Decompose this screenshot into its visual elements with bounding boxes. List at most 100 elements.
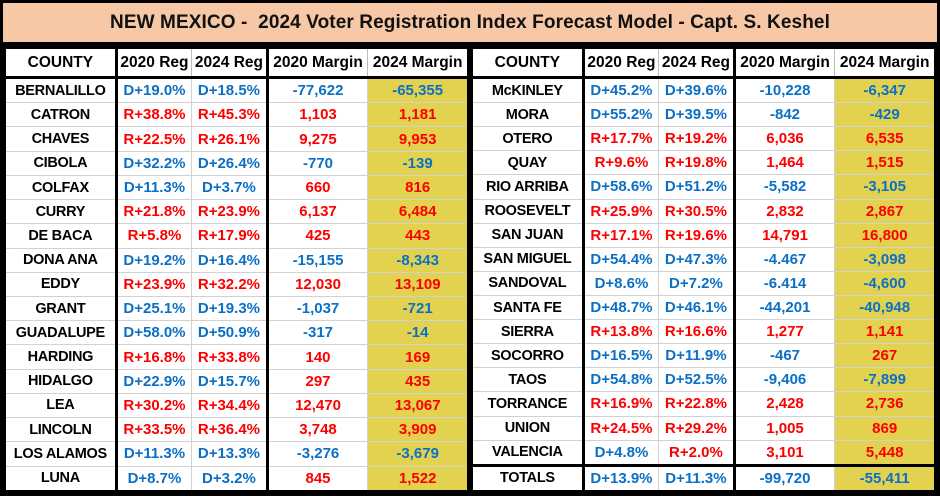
margin-2024-cell: 1,515 <box>834 150 936 176</box>
table-row: SAN JUAN R+17.1% R+19.6% 14,791 16,800 <box>471 223 936 248</box>
margin-2020-cell: 425 <box>267 223 369 249</box>
column-header-margin-2024: 2024 Margin <box>367 47 469 79</box>
table-row: LINCOLN R+33.5% R+36.4% 3,748 3,909 <box>4 417 469 443</box>
table-row: SOCORRO D+16.5% D+11.9% -467 267 <box>471 343 936 369</box>
county-cell: DONA ANA <box>4 248 118 273</box>
margin-2024-cell: 16,800 <box>834 223 936 248</box>
reg-2020-cell: R+5.8% <box>116 223 193 249</box>
county-cell: RIO ARRIBA <box>471 174 585 200</box>
table-row: ROOSEVELT R+25.9% R+30.5% 2,832 2,867 <box>471 199 936 224</box>
reg-2020-cell: D+45.2% <box>583 77 660 104</box>
margin-2024-cell: 6,535 <box>834 126 936 152</box>
county-cell: VALENCIA <box>471 440 585 466</box>
reg-2020-cell: D+19.0% <box>116 77 193 104</box>
reg-2020-cell: D+58.0% <box>116 320 193 346</box>
reg-2020-cell: R+22.5% <box>116 126 193 152</box>
reg-2024-cell: R+36.4% <box>191 417 269 443</box>
margin-2024-cell: 5,448 <box>834 440 936 466</box>
county-cell: SIERRA <box>471 319 585 345</box>
county-cell: SOCORRO <box>471 343 585 369</box>
reg-2024-cell: R+16.6% <box>658 319 736 345</box>
margin-2024-cell: 267 <box>834 343 936 369</box>
county-cell: McKINLEY <box>471 77 585 104</box>
reg-2024-cell: D+39.5% <box>658 102 736 128</box>
reg-2024-cell: R+29.2% <box>658 416 736 441</box>
margin-2024-cell: -40,948 <box>834 295 936 321</box>
county-cell: TOTALS <box>471 463 585 492</box>
table-row: OTERO R+17.7% R+19.2% 6,036 6,535 <box>471 126 936 152</box>
county-cell: HARDING <box>4 344 118 370</box>
county-cell: QUAY <box>471 150 585 176</box>
table-row: DONA ANA D+19.2% D+16.4% -15,155 -8,343 <box>4 248 469 273</box>
column-header-margin-2020: 2020 Margin <box>734 47 836 79</box>
reg-2024-cell: D+16.4% <box>191 248 269 273</box>
margin-2024-cell: -55,411 <box>834 463 936 492</box>
margin-2020-cell: 297 <box>267 369 369 394</box>
margin-2020-cell: 12,470 <box>267 393 369 419</box>
county-cell: ROOSEVELT <box>471 199 585 224</box>
reg-2024-cell: D+51.2% <box>658 174 736 200</box>
column-header-reg-2020: 2020 Reg <box>116 47 193 79</box>
reg-2024-cell: D+3.7% <box>191 175 269 201</box>
reg-2024-cell: D+15.7% <box>191 369 269 394</box>
table-row: LEA R+30.2% R+34.4% 12,470 13,067 <box>4 393 469 419</box>
page-title: NEW MEXICO - 2024 Voter Registration Ind… <box>110 11 830 33</box>
margin-2020-cell: 12,030 <box>267 272 369 297</box>
reg-2024-cell: D+3.2% <box>191 466 269 492</box>
reg-2020-cell: R+21.8% <box>116 199 193 225</box>
reg-2020-cell: D+58.6% <box>583 174 660 200</box>
reg-2024-cell: R+33.8% <box>191 344 269 370</box>
reg-2020-cell: D+11.3% <box>116 175 193 201</box>
margin-2020-cell: 6,137 <box>267 199 369 225</box>
reg-2024-cell: R+19.2% <box>658 126 736 152</box>
reg-2020-cell: D+4.8% <box>583 440 660 466</box>
margin-2024-cell: 9,953 <box>367 126 469 152</box>
table-row: TAOS D+54.8% D+52.5% -9,406 -7,899 <box>471 367 936 393</box>
reg-2024-cell: R+32.2% <box>191 272 269 297</box>
reg-2024-cell: D+11.9% <box>658 343 736 369</box>
reg-2024-cell: D+7.2% <box>658 271 736 296</box>
margin-2020-cell: 2,428 <box>734 391 836 417</box>
margin-2020-cell: -6.414 <box>734 271 836 296</box>
margin-2020-cell: -5,582 <box>734 174 836 200</box>
reg-2020-cell: R+23.9% <box>116 272 193 297</box>
county-cell: CATRON <box>4 102 118 128</box>
reg-2024-cell: R+2.0% <box>658 440 736 466</box>
reg-2020-cell: D+54.8% <box>583 367 660 393</box>
table-row: GUADALUPE D+58.0% D+50.9% -317 -14 <box>4 320 469 346</box>
margin-2024-cell: 6,484 <box>367 199 469 225</box>
table-row: HARDING R+16.8% R+33.8% 140 169 <box>4 344 469 370</box>
reg-2024-cell: R+30.5% <box>658 199 736 224</box>
table-row: QUAY R+9.6% R+19.8% 1,464 1,515 <box>471 150 936 176</box>
reg-2024-cell: D+18.5% <box>191 77 269 104</box>
reg-2024-cell: D+19.3% <box>191 296 269 322</box>
column-header-margin-2020: 2020 Margin <box>267 47 369 79</box>
reg-2024-cell: D+52.5% <box>658 367 736 393</box>
margin-2024-cell: -6,347 <box>834 77 936 104</box>
margin-2020-cell: -10,228 <box>734 77 836 104</box>
table-row: SANDOVAL D+8.6% D+7.2% -6.414 -4,600 <box>471 271 936 296</box>
county-cell: SAN MIGUEL <box>471 247 585 272</box>
reg-2020-cell: R+16.9% <box>583 391 660 417</box>
margin-2024-cell: -3,105 <box>834 174 936 200</box>
title-bar: NEW MEXICO - 2024 Voter Registration Ind… <box>3 3 937 46</box>
header-row: COUNTY 2020 Reg 2024 Reg 2020 Margin 2024 Ma… <box>4 47 469 79</box>
reg-2020-cell: D+32.2% <box>116 151 193 176</box>
margin-2020-cell: -317 <box>267 320 369 346</box>
county-cell: DE BACA <box>4 223 118 249</box>
reg-2024-cell: D+47.3% <box>658 247 736 272</box>
margin-2020-cell: -99,720 <box>734 463 836 492</box>
reg-2020-cell: D+55.2% <box>583 102 660 128</box>
table-row: SAN MIGUEL D+54.4% D+47.3% -4.467 -3,098 <box>471 247 936 272</box>
margin-2020-cell: -842 <box>734 102 836 128</box>
margin-2024-cell: -14 <box>367 320 469 346</box>
county-cell: SANDOVAL <box>471 271 585 296</box>
margin-2024-cell: -721 <box>367 296 469 322</box>
reg-2020-cell: D+22.9% <box>116 369 193 394</box>
margin-2024-cell: -7,899 <box>834 367 936 393</box>
county-cell: LINCOLN <box>4 417 118 443</box>
margin-2024-cell: 443 <box>367 223 469 249</box>
margin-2020-cell: 1,464 <box>734 150 836 176</box>
margin-2024-cell: -8,343 <box>367 248 469 273</box>
